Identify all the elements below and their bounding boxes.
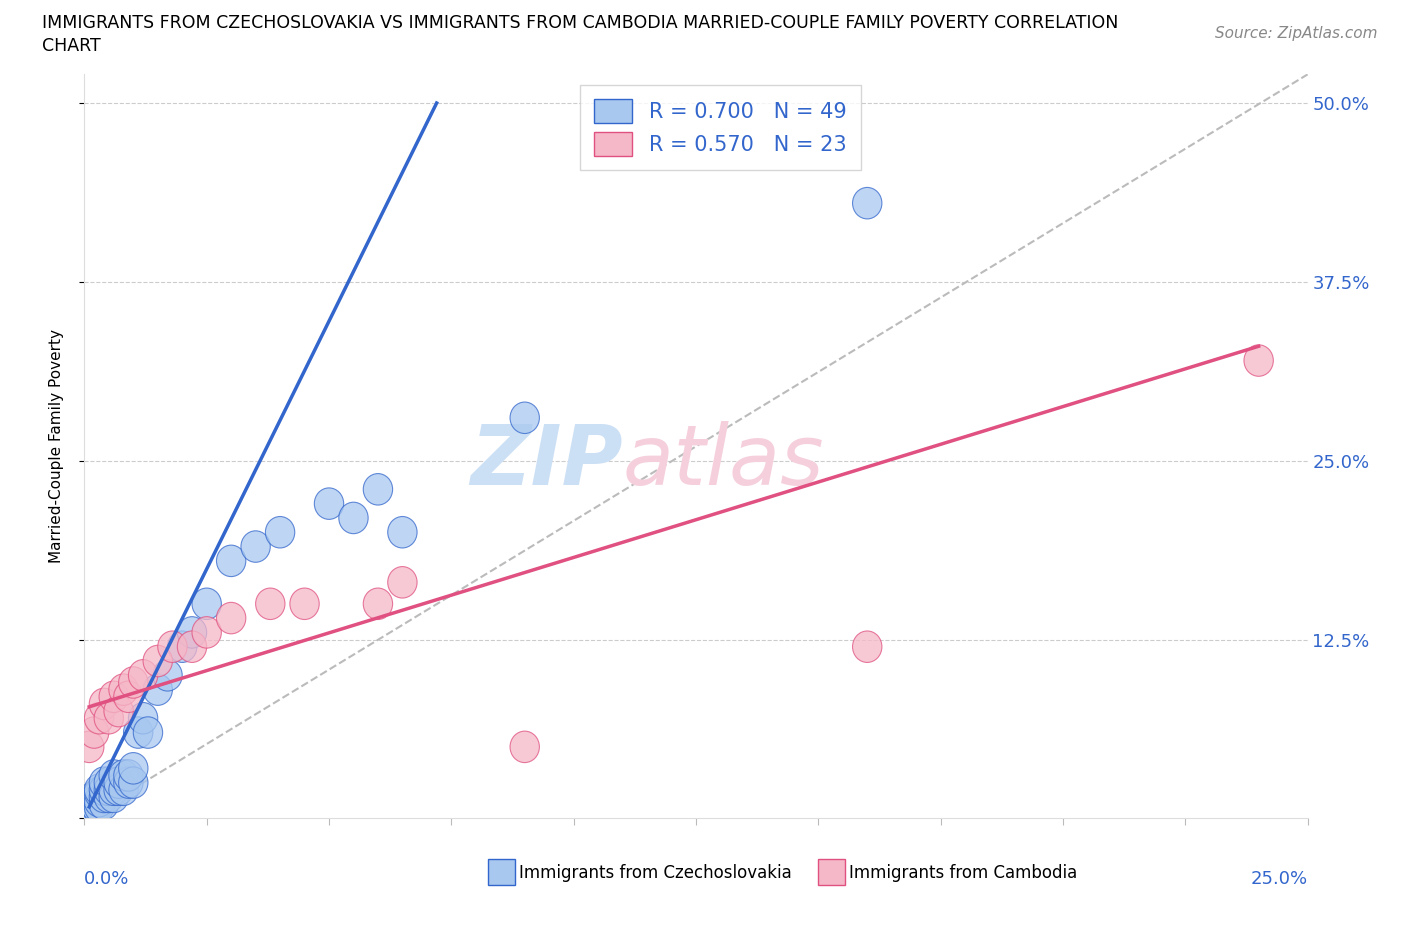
Ellipse shape xyxy=(852,188,882,219)
Ellipse shape xyxy=(114,767,143,798)
Ellipse shape xyxy=(134,717,163,749)
Ellipse shape xyxy=(75,731,104,763)
Ellipse shape xyxy=(256,588,285,619)
Ellipse shape xyxy=(315,488,343,519)
Text: Immigrants from Cambodia: Immigrants from Cambodia xyxy=(849,864,1077,882)
Ellipse shape xyxy=(75,786,104,817)
Ellipse shape xyxy=(339,502,368,534)
Ellipse shape xyxy=(388,516,418,548)
Ellipse shape xyxy=(72,795,101,827)
Ellipse shape xyxy=(84,777,114,808)
Ellipse shape xyxy=(89,781,118,813)
Ellipse shape xyxy=(84,786,114,817)
Ellipse shape xyxy=(128,702,157,734)
Ellipse shape xyxy=(118,767,148,798)
Ellipse shape xyxy=(104,767,134,798)
Ellipse shape xyxy=(80,789,108,820)
Ellipse shape xyxy=(193,588,221,619)
Text: atlas: atlas xyxy=(623,420,824,502)
Text: Immigrants from Czechoslovakia: Immigrants from Czechoslovakia xyxy=(519,864,792,882)
Ellipse shape xyxy=(108,674,138,705)
Ellipse shape xyxy=(114,681,143,712)
Ellipse shape xyxy=(510,731,540,763)
Ellipse shape xyxy=(177,617,207,648)
Ellipse shape xyxy=(94,781,124,813)
FancyBboxPatch shape xyxy=(488,859,515,885)
Text: 0.0%: 0.0% xyxy=(84,870,129,888)
Ellipse shape xyxy=(510,402,540,433)
Ellipse shape xyxy=(104,774,134,805)
Ellipse shape xyxy=(114,760,143,791)
Ellipse shape xyxy=(128,659,157,691)
Ellipse shape xyxy=(98,760,128,791)
Text: CHART: CHART xyxy=(42,37,101,55)
Ellipse shape xyxy=(363,588,392,619)
Ellipse shape xyxy=(363,473,392,505)
Text: 25.0%: 25.0% xyxy=(1250,870,1308,888)
Ellipse shape xyxy=(94,774,124,805)
Ellipse shape xyxy=(84,774,114,805)
Ellipse shape xyxy=(89,767,118,798)
Ellipse shape xyxy=(80,781,108,813)
Legend: R = 0.700   N = 49, R = 0.570   N = 23: R = 0.700 N = 49, R = 0.570 N = 23 xyxy=(579,85,860,170)
Ellipse shape xyxy=(77,789,107,820)
Ellipse shape xyxy=(290,588,319,619)
Ellipse shape xyxy=(143,645,173,677)
Ellipse shape xyxy=(80,717,108,749)
Ellipse shape xyxy=(193,617,221,648)
Ellipse shape xyxy=(82,781,111,813)
Ellipse shape xyxy=(98,774,128,805)
Text: ZIP: ZIP xyxy=(470,420,623,502)
Ellipse shape xyxy=(118,667,148,698)
Ellipse shape xyxy=(388,566,418,598)
Ellipse shape xyxy=(94,702,124,734)
Ellipse shape xyxy=(240,531,270,563)
FancyBboxPatch shape xyxy=(818,859,845,885)
Ellipse shape xyxy=(177,631,207,662)
Ellipse shape xyxy=(84,702,114,734)
Ellipse shape xyxy=(82,791,111,823)
Ellipse shape xyxy=(108,760,138,791)
Ellipse shape xyxy=(77,795,107,827)
Ellipse shape xyxy=(217,603,246,634)
Ellipse shape xyxy=(167,631,197,662)
Ellipse shape xyxy=(157,631,187,662)
Ellipse shape xyxy=(80,794,108,826)
Ellipse shape xyxy=(217,545,246,577)
Ellipse shape xyxy=(94,767,124,798)
Ellipse shape xyxy=(75,791,104,823)
Ellipse shape xyxy=(104,696,134,727)
Y-axis label: Married-Couple Family Poverty: Married-Couple Family Poverty xyxy=(49,329,63,564)
Ellipse shape xyxy=(98,781,128,813)
Ellipse shape xyxy=(118,752,148,784)
Ellipse shape xyxy=(852,631,882,662)
Ellipse shape xyxy=(153,659,183,691)
Ellipse shape xyxy=(89,688,118,720)
Text: IMMIGRANTS FROM CZECHOSLOVAKIA VS IMMIGRANTS FROM CAMBODIA MARRIED-COUPLE FAMILY: IMMIGRANTS FROM CZECHOSLOVAKIA VS IMMIGR… xyxy=(42,14,1119,32)
Ellipse shape xyxy=(143,674,173,705)
Ellipse shape xyxy=(108,774,138,805)
Ellipse shape xyxy=(89,789,118,820)
Text: Source: ZipAtlas.com: Source: ZipAtlas.com xyxy=(1215,26,1378,41)
Ellipse shape xyxy=(89,774,118,805)
Ellipse shape xyxy=(266,516,295,548)
Ellipse shape xyxy=(84,791,114,823)
Ellipse shape xyxy=(1244,345,1274,377)
Ellipse shape xyxy=(98,681,128,712)
Ellipse shape xyxy=(124,717,153,749)
